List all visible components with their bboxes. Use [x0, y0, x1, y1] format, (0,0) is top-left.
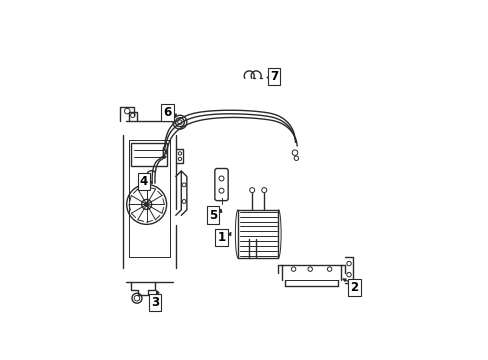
Text: 7: 7: [269, 70, 278, 83]
Text: 4: 4: [140, 175, 148, 188]
Text: 6: 6: [163, 106, 171, 119]
Text: 5: 5: [209, 208, 217, 221]
Text: 1: 1: [217, 231, 225, 244]
Text: 2: 2: [350, 281, 358, 294]
Circle shape: [144, 202, 148, 207]
Text: 3: 3: [151, 296, 159, 309]
Bar: [131, 143, 167, 166]
